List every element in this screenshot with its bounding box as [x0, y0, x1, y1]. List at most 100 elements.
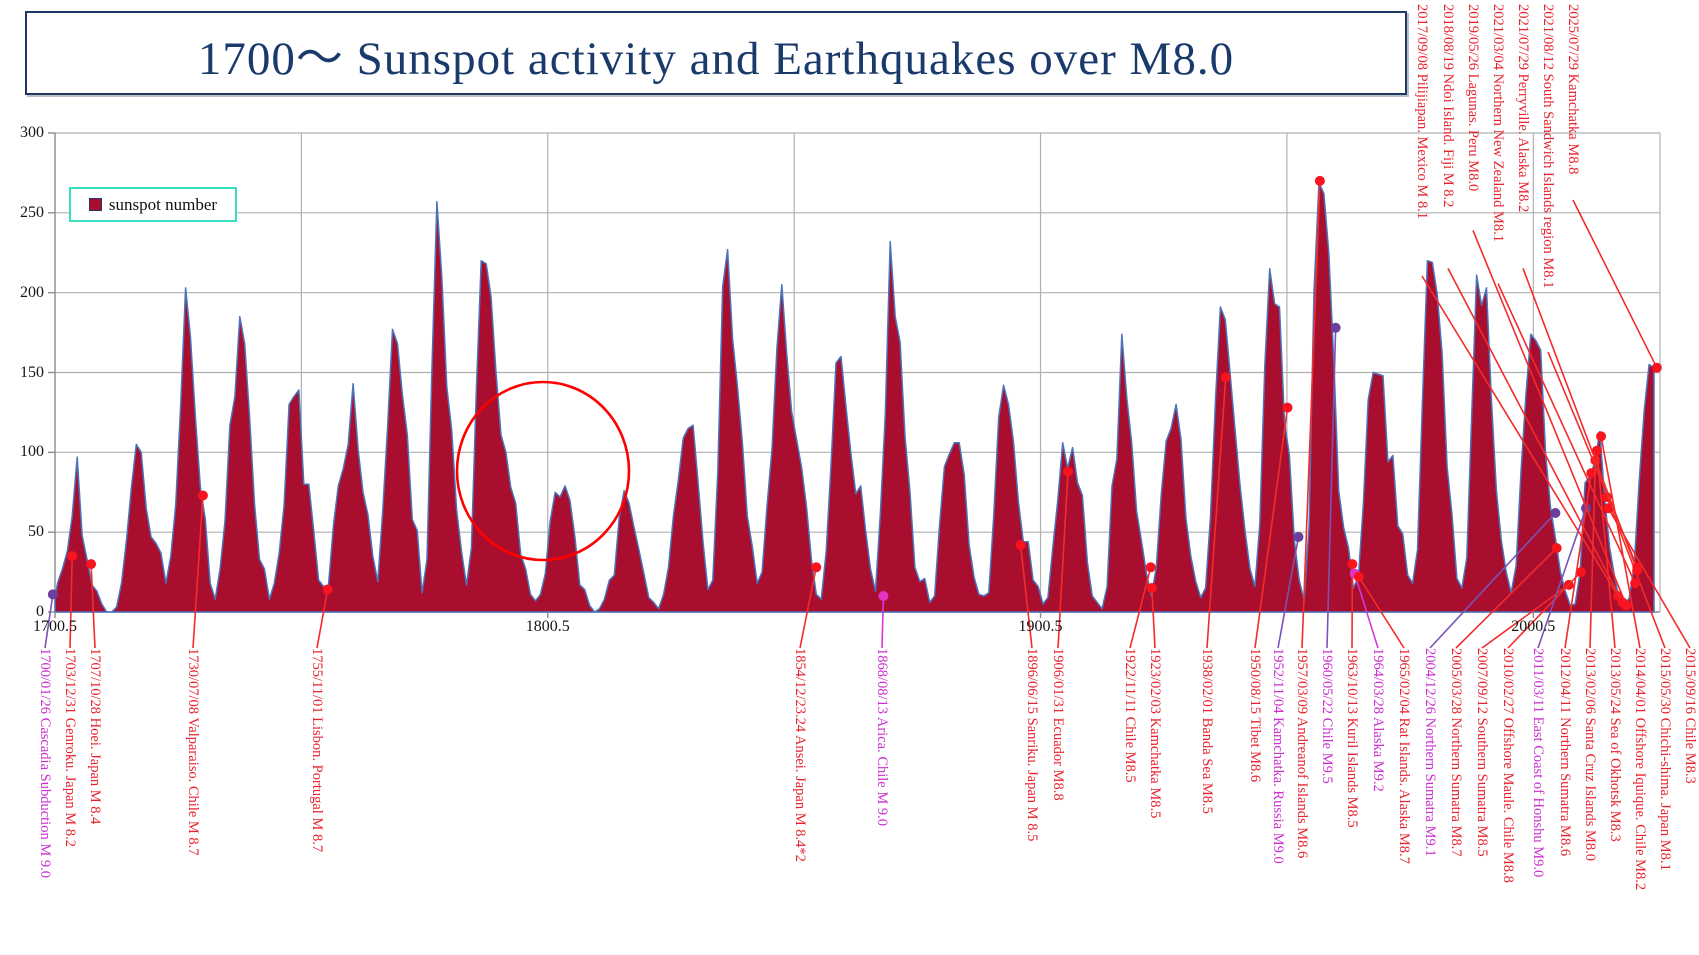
event-leader-line: [1353, 573, 1379, 649]
event-marker[interactable]: [47, 589, 58, 600]
event-marker[interactable]: [1347, 559, 1358, 570]
event-label: 2021/07/29 Perryville. Alaska M8.2: [1515, 4, 1531, 213]
y-axis-tick-label: 200: [20, 283, 44, 301]
event-marker[interactable]: [878, 591, 889, 602]
event-leader-line: [1472, 230, 1628, 606]
event-leader-line: [1572, 199, 1658, 369]
y-axis-tick-label: 300: [20, 124, 44, 141]
event-label: 2014/04/01 Offshore Iquique. Chile M8.2: [1632, 648, 1648, 891]
event-marker[interactable]: [1575, 567, 1586, 578]
legend[interactable]: sunspot number: [69, 187, 237, 222]
event-leader-line: [90, 564, 96, 649]
event-label: 1868/08/13 Arica. Chile M 9.0: [874, 648, 890, 827]
event-leader-line: [1326, 327, 1337, 649]
event-leader-line: [1481, 584, 1570, 649]
event-leader-line: [1564, 472, 1593, 649]
event-leader-line: [192, 495, 204, 649]
event-label: 1730/07/08 Valparaiso. Chile M 8.7: [185, 648, 201, 856]
x-axis-tick-label: 2000.5: [1511, 618, 1556, 635]
event-leader-line: [1596, 450, 1616, 649]
event-marker[interactable]: [1632, 562, 1643, 573]
chart-title-box: 1700～ Sunspot activity and Earthquakes o…: [25, 11, 1407, 95]
event-marker[interactable]: [322, 584, 333, 595]
event-label: 2013/02/06 Santa Cruz Islands M8.0: [1582, 648, 1598, 862]
event-label: 1965/02/04 Rat Islands. Alaska M8.7: [1396, 648, 1412, 864]
event-leader-line: [1301, 180, 1321, 649]
event-label: 2011/03/11 East Coast of Honshu M9.0: [1530, 648, 1546, 878]
event-label: 1922/11/11 Chile M8.5: [1122, 648, 1138, 783]
event-label: 2025/07/29 Kamchatka M8.8: [1565, 4, 1581, 175]
x-axis-tick-label: 1700.5: [33, 618, 77, 635]
event-marker[interactable]: [1596, 431, 1607, 442]
event-marker[interactable]: [1630, 578, 1641, 589]
highlight-ellipse-annotation: [455, 380, 631, 562]
y-axis-tick-label: 150: [20, 363, 44, 381]
event-marker[interactable]: [1586, 468, 1597, 479]
event-label: 1755/11/01 Lisbon. Portugal M 8.7: [309, 648, 325, 853]
y-axis-tick-label: 0: [36, 603, 44, 620]
y-axis-tick-label: 100: [20, 443, 44, 461]
event-marker[interactable]: [1015, 539, 1026, 550]
event-marker[interactable]: [1293, 531, 1304, 542]
x-axis-tick-label: 1800.5: [525, 618, 570, 635]
event-marker[interactable]: [1651, 362, 1662, 373]
event-marker[interactable]: [1353, 571, 1364, 582]
event-marker[interactable]: [1551, 543, 1562, 554]
event-label: 1906/01/31 Ecuador M8.8: [1050, 648, 1066, 801]
event-label: 2021/03/04 Northern New Zealand M8.1: [1490, 4, 1506, 242]
event-label: 2007/09/12 Southern Sumatra M8.5: [1474, 648, 1490, 857]
event-leader-line: [1151, 588, 1156, 649]
event-marker[interactable]: [1314, 175, 1325, 186]
event-label: 1952/11/04 Kamchatka. Russia M9.0: [1270, 648, 1286, 864]
event-leader-line: [799, 567, 818, 649]
event-label: 2021/08/12 South Sandwich Islands region…: [1540, 4, 1556, 289]
event-label: 1950/08/15 Tibet M8.6: [1247, 648, 1263, 783]
event-leader-line: [1547, 351, 1639, 568]
event-label: 1707/10/28 Hoei. Japan M 8.4: [87, 648, 103, 825]
event-leader-line: [1447, 268, 1624, 603]
sunspot-area-series[interactable]: [54, 181, 1655, 613]
event-marker[interactable]: [1621, 600, 1632, 611]
event-label: 2004/12/26 Northern Sumatra M9.1: [1422, 648, 1438, 857]
chart-title: 1700～ Sunspot activity and Earthquakes o…: [197, 32, 1235, 85]
event-label: 1960/05/22 Chile M9.5: [1319, 648, 1335, 784]
event-marker[interactable]: [1330, 322, 1341, 333]
event-marker[interactable]: [1145, 562, 1156, 573]
legend-series-label: sunspot number: [108, 194, 218, 214]
event-marker[interactable]: [1591, 445, 1602, 456]
event-label: 2017/09/08 Pilijiapan. Mexico M 8.1: [1414, 4, 1430, 220]
event-marker[interactable]: [1220, 372, 1231, 383]
event-marker[interactable]: [197, 490, 208, 501]
event-leader-line: [1497, 283, 1636, 584]
event-label: 2018/08/19 Ndoi Island. Fiji M 8.2: [1440, 4, 1456, 208]
event-label: 1854/12/23.24 Ansei. Japan M 8.4*2: [792, 648, 808, 862]
event-label: 2013/05/24 Sea of Okhotsk M8.3: [1607, 648, 1623, 842]
event-label: 2015/09/16 Chile M8.3: [1682, 648, 1698, 784]
event-marker[interactable]: [811, 562, 822, 573]
event-marker[interactable]: [1146, 583, 1157, 594]
event-leader-line: [1455, 547, 1558, 649]
event-marker[interactable]: [67, 551, 78, 562]
event-label: 1964/03/28 Alaska M9.2: [1370, 648, 1386, 792]
event-marker[interactable]: [1063, 466, 1074, 477]
y-axis-tick-label: 250: [20, 203, 44, 221]
event-label: 1896/06/15 Sanriku. Japan M 8.5: [1024, 648, 1040, 842]
event-marker[interactable]: [1282, 402, 1293, 413]
event-marker[interactable]: [1550, 508, 1561, 519]
event-label: 2015/05/30 Chichi-shima. Japan M8.1: [1657, 648, 1673, 871]
event-leader-line: [316, 589, 329, 649]
event-leader-line: [69, 556, 73, 649]
event-label: 1957/03/09 Andreanof Islands M8.6: [1294, 648, 1310, 859]
event-marker[interactable]: [1603, 503, 1614, 514]
event-leader-line: [1019, 544, 1033, 649]
event-label: 1700/01/26 Cascadia Subduction M 9.0: [37, 648, 53, 878]
x-axis-tick-label: 1900.5: [1018, 618, 1063, 635]
event-leader-line: [1507, 571, 1582, 649]
event-label: 2012/04/11 Northern Sumatra M8.6: [1557, 648, 1573, 857]
event-marker[interactable]: [86, 559, 97, 570]
event-leader-line: [1421, 275, 1619, 597]
event-leader-line: [1206, 377, 1227, 649]
event-leader-line: [1254, 407, 1289, 649]
